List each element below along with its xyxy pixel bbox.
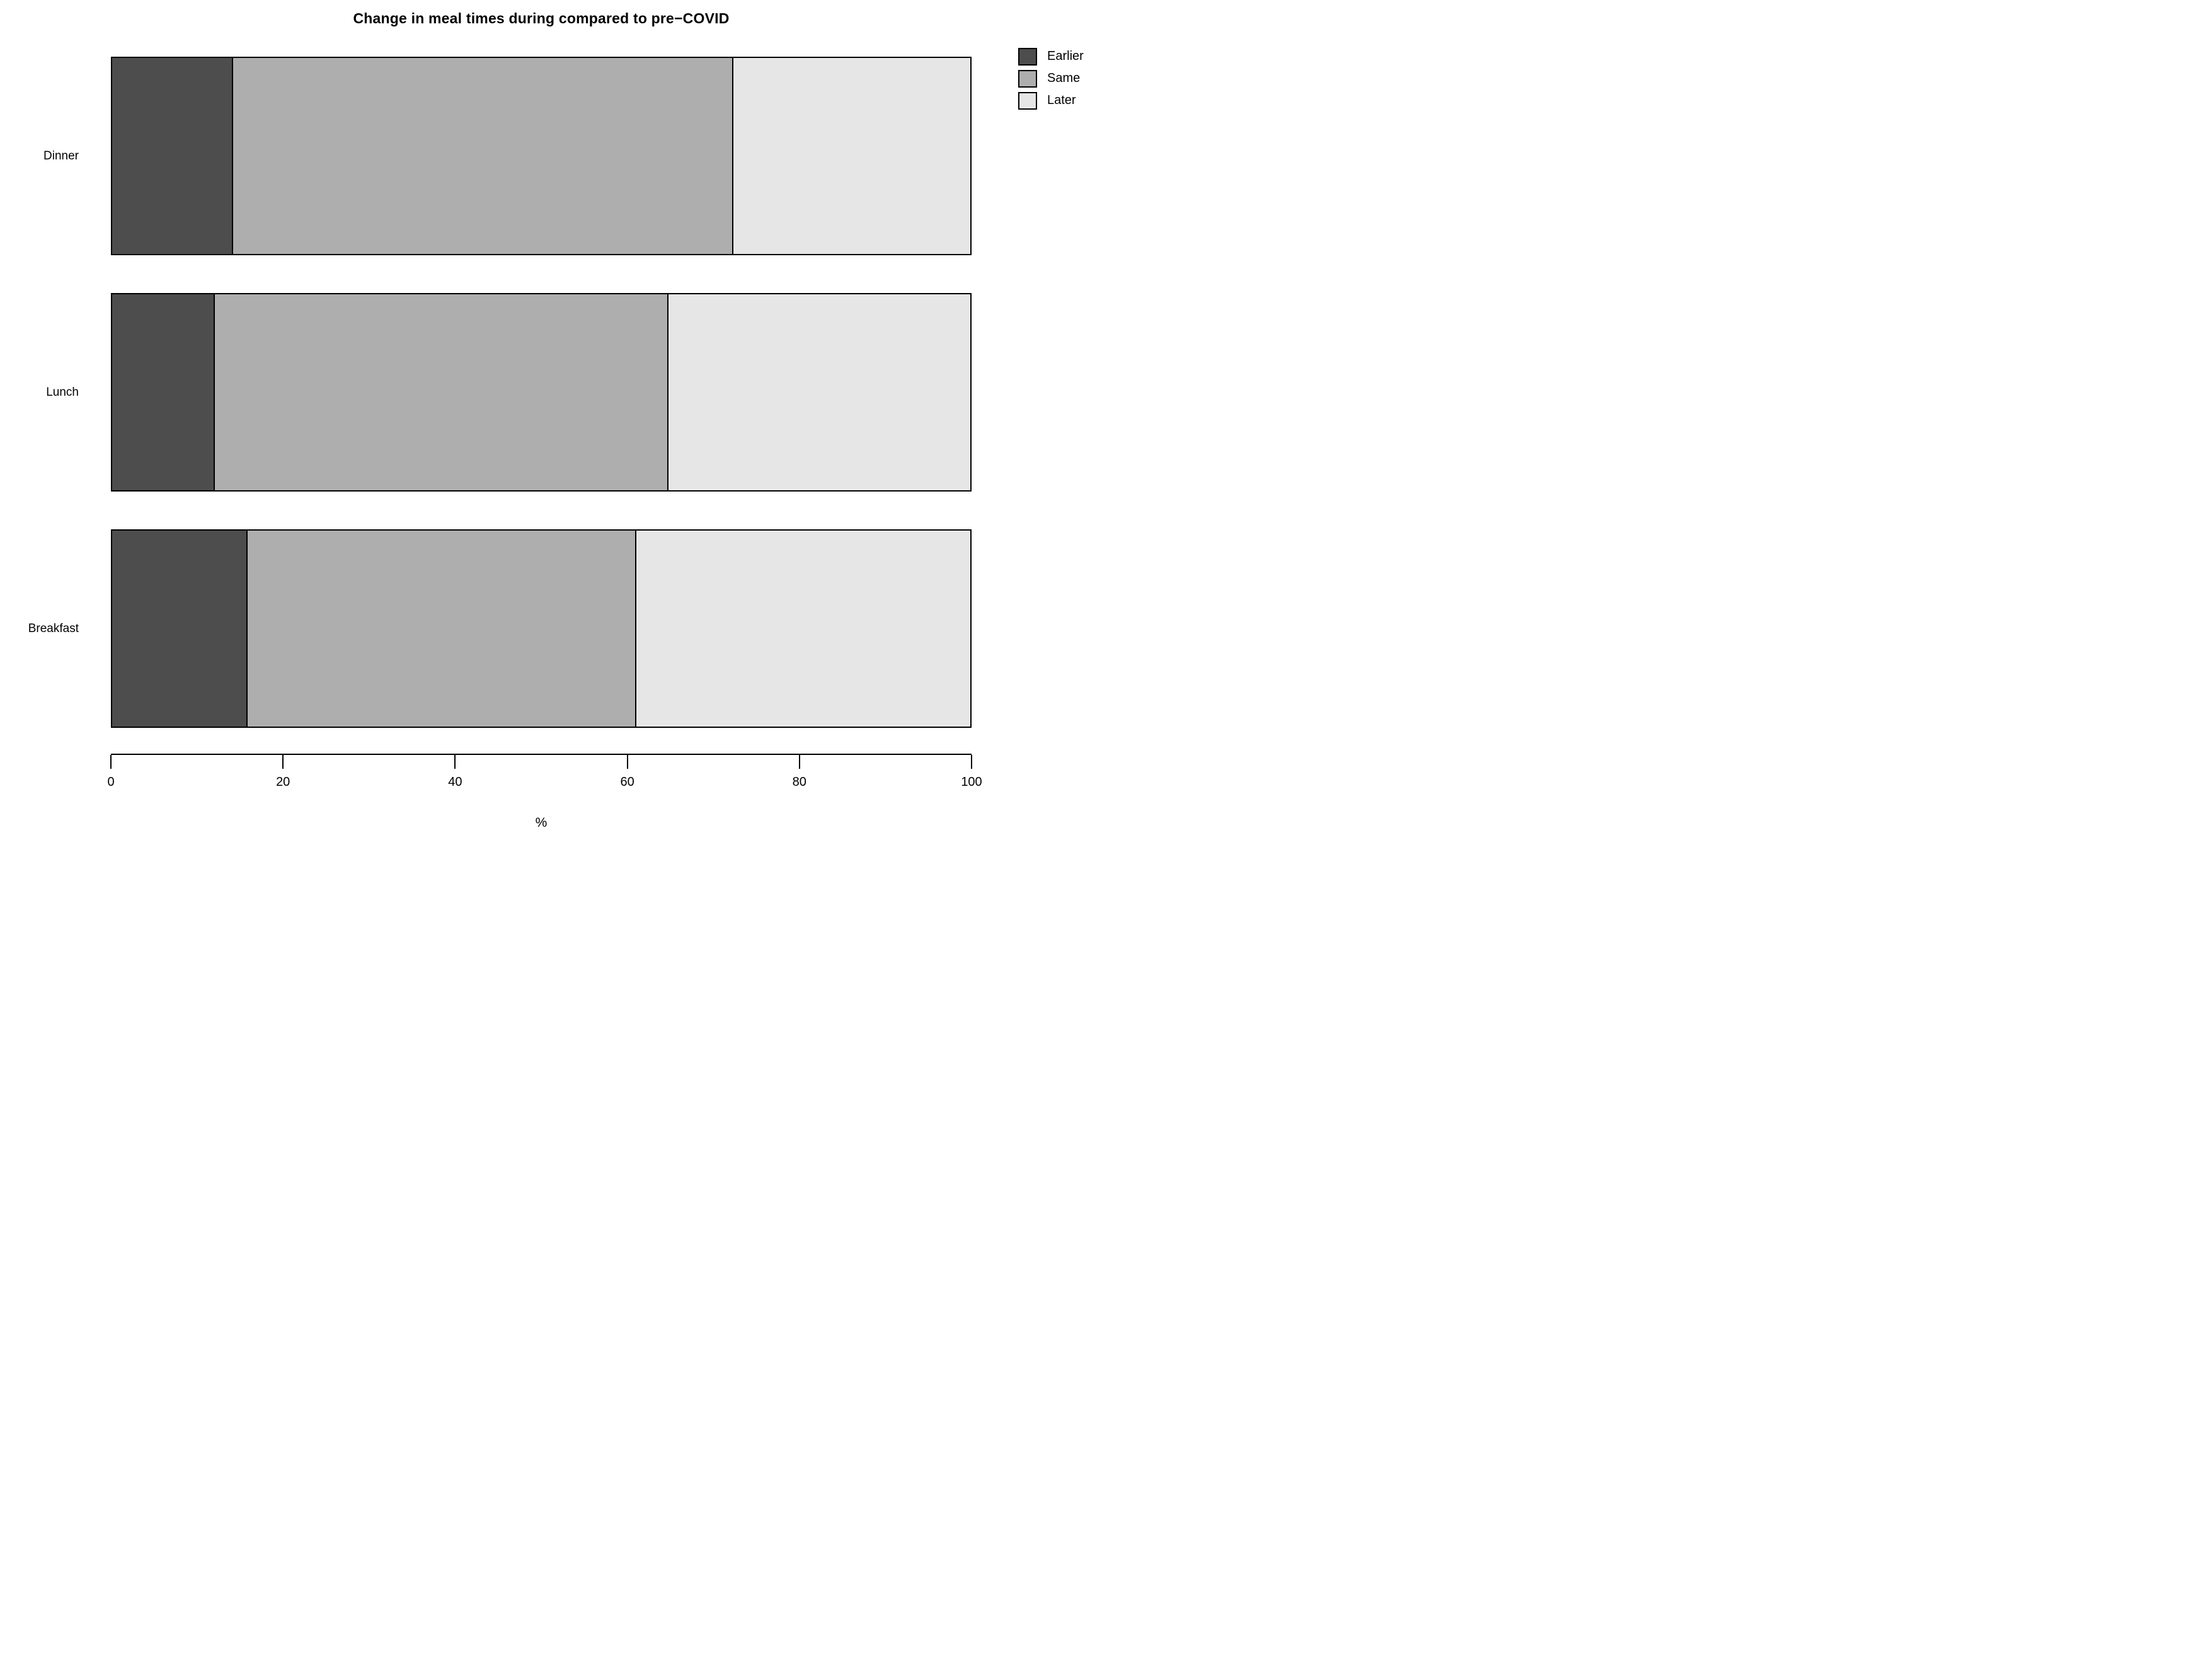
- legend: Earlier Same Later: [1018, 45, 1084, 112]
- category-label-breakfast: Breakfast: [28, 622, 79, 635]
- x-axis-tick-label: 100: [961, 775, 982, 789]
- bar-breakfast: [111, 529, 972, 728]
- x-axis-tick: [110, 755, 112, 769]
- x-axis-tick-label: 40: [448, 775, 462, 789]
- bar-segment-breakfast-same: [248, 531, 637, 727]
- bar-segment-lunch-later: [668, 294, 970, 490]
- x-axis-tick-label: 0: [107, 775, 115, 789]
- x-axis-tick-label: 60: [620, 775, 634, 789]
- x-axis: 0 20 40 60 80 100: [107, 754, 982, 789]
- x-axis-tick-label: 20: [276, 775, 290, 789]
- legend-swatch-same: [1018, 69, 1037, 88]
- x-axis-tick: [454, 755, 456, 769]
- x-axis-tick-label: 80: [792, 775, 806, 789]
- legend-label-earlier: Earlier: [1047, 49, 1084, 63]
- bar-segment-breakfast-later: [636, 531, 970, 727]
- legend-item-earlier: Earlier: [1018, 45, 1084, 67]
- legend-label-later: Later: [1047, 93, 1076, 107]
- bar-track-lunch: [111, 293, 972, 492]
- x-axis-label: %: [535, 815, 548, 830]
- category-label-lunch: Lunch: [46, 386, 79, 399]
- category-label-dinner: Dinner: [43, 149, 79, 163]
- bar-track-dinner: [111, 57, 972, 255]
- chart-title: Change in meal times during compared to …: [353, 10, 730, 26]
- x-axis-tick: [626, 755, 628, 769]
- bar-track-breakfast: [111, 529, 972, 728]
- bar-lunch: [111, 293, 972, 492]
- x-axis-tick: [798, 755, 800, 769]
- legend-label-same: Same: [1047, 71, 1081, 85]
- bar-dinner: [111, 57, 972, 255]
- bar-segment-dinner-earlier: [112, 58, 234, 254]
- legend-swatch-later: [1018, 91, 1037, 110]
- stacked-bar-chart: Change in meal times during compared to …: [0, 0, 1104, 840]
- legend-swatch-earlier: [1018, 47, 1037, 66]
- bar-segment-breakfast-earlier: [112, 531, 248, 727]
- x-axis-tick: [971, 755, 972, 769]
- bar-segment-lunch-earlier: [112, 294, 215, 490]
- bar-segment-dinner-later: [733, 58, 970, 254]
- legend-item-same: Same: [1018, 67, 1084, 89]
- x-axis-tick: [282, 755, 284, 769]
- bar-segment-dinner-same: [233, 58, 734, 254]
- bar-segment-lunch-same: [215, 294, 668, 490]
- legend-item-later: Later: [1018, 89, 1084, 112]
